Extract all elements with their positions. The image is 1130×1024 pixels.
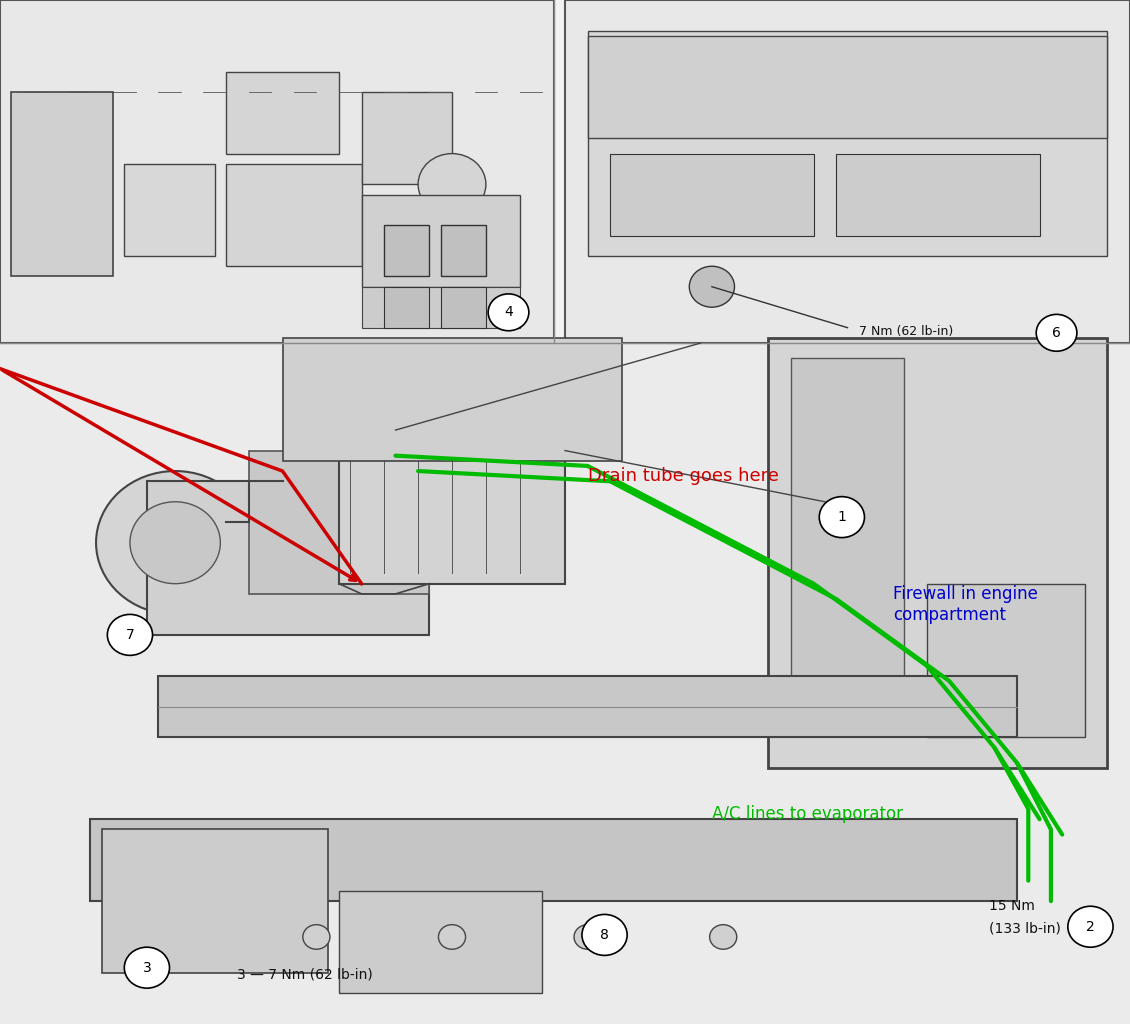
Bar — [90, 819, 1017, 901]
Bar — [927, 584, 1085, 737]
Bar — [588, 36, 1107, 138]
Bar — [441, 287, 486, 328]
Text: A/C lines to evaporator: A/C lines to evaporator — [712, 805, 903, 823]
Bar — [0, 338, 1130, 1024]
Circle shape — [574, 925, 601, 949]
Bar — [441, 225, 486, 276]
Text: 15 Nm: 15 Nm — [989, 899, 1035, 913]
Text: 7: 7 — [125, 628, 134, 642]
Circle shape — [819, 497, 864, 538]
Circle shape — [130, 502, 220, 584]
Text: 7 Nm (62 lb-in): 7 Nm (62 lb-in) — [859, 326, 953, 338]
Circle shape — [1036, 314, 1077, 351]
Bar — [124, 164, 215, 256]
Bar — [158, 676, 1017, 737]
Text: 4: 4 — [504, 305, 513, 319]
Bar — [226, 72, 339, 154]
Text: 2: 2 — [1086, 920, 1095, 934]
Bar — [102, 829, 328, 973]
Bar — [339, 891, 542, 993]
Bar — [249, 451, 429, 594]
Circle shape — [438, 925, 466, 949]
Circle shape — [582, 914, 627, 955]
Bar — [588, 31, 1107, 256]
Text: Firewall in engine
compartment: Firewall in engine compartment — [893, 585, 1037, 624]
Bar — [836, 154, 1040, 236]
Circle shape — [689, 266, 734, 307]
Bar — [610, 154, 814, 236]
Bar — [282, 338, 622, 461]
Circle shape — [488, 294, 529, 331]
Circle shape — [710, 925, 737, 949]
Text: 3: 3 — [142, 961, 151, 975]
Bar — [0, 0, 554, 343]
Bar — [339, 399, 565, 584]
Text: 6: 6 — [1052, 326, 1061, 340]
Bar — [362, 195, 520, 287]
Bar — [791, 358, 904, 717]
Circle shape — [1068, 906, 1113, 947]
Text: 8: 8 — [600, 928, 609, 942]
Text: 3 — 7 Nm (62 lb-in): 3 — 7 Nm (62 lb-in) — [237, 968, 373, 982]
Circle shape — [124, 947, 170, 988]
Bar — [768, 338, 1107, 768]
Bar — [147, 481, 429, 635]
Bar — [226, 164, 362, 266]
Bar — [11, 92, 113, 276]
Circle shape — [107, 614, 153, 655]
Bar — [384, 287, 429, 328]
Bar — [565, 0, 1130, 343]
Circle shape — [303, 925, 330, 949]
Circle shape — [418, 154, 486, 215]
Circle shape — [96, 471, 254, 614]
Bar — [384, 225, 429, 276]
Bar — [362, 287, 520, 328]
Text: (133 lb-in): (133 lb-in) — [989, 922, 1061, 936]
Text: Drain tube goes here: Drain tube goes here — [588, 467, 779, 485]
Bar — [362, 92, 452, 184]
Text: 1: 1 — [837, 510, 846, 524]
